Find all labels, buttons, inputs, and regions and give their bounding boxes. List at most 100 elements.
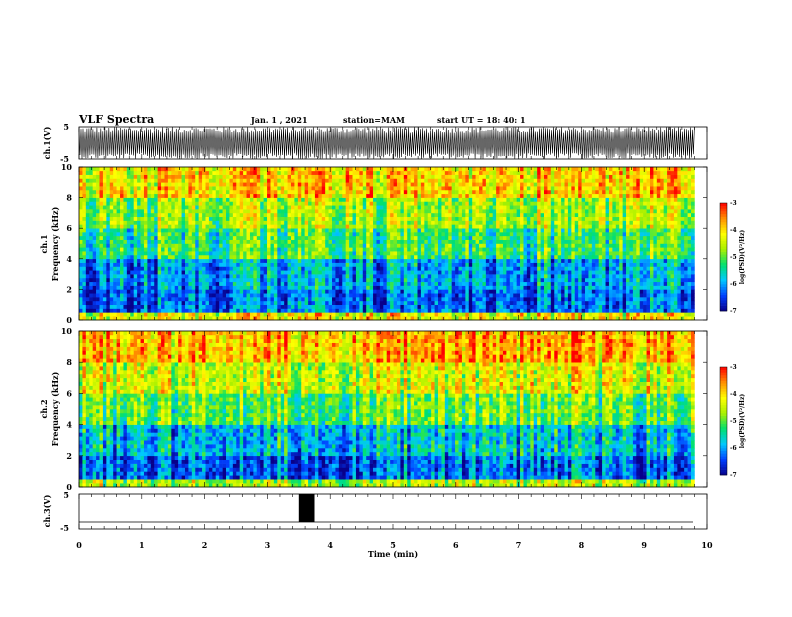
spectrogram-cell: [157, 205, 162, 210]
spectrogram-cell: [386, 232, 391, 237]
spectrogram-cell: [229, 285, 234, 290]
spectrogram-cell: [130, 167, 135, 172]
spectrogram-cell: [246, 232, 251, 237]
spectrogram-cell: [181, 258, 186, 263]
spectrogram-cell: [403, 212, 408, 218]
spectrogram-cell: [89, 262, 93, 267]
spectrogram-cell: [338, 239, 343, 244]
spectrogram-cell: [147, 293, 152, 298]
spectrogram-cell: [273, 289, 278, 294]
spectrogram-cell: [99, 182, 104, 187]
spectrogram-cell: [373, 182, 377, 187]
spectrogram-cell: [143, 308, 148, 313]
spectrogram-cell: [239, 220, 244, 225]
spectrogram-cell: [188, 300, 193, 306]
spectrogram-cell: [461, 186, 466, 191]
spectrogram-cell: [420, 258, 425, 263]
spectrogram-cell: [106, 297, 111, 302]
spectrogram-cell: [427, 270, 432, 275]
spectrogram-cell: [96, 254, 100, 260]
spectrogram-cell: [458, 170, 463, 175]
spectrogram-cell: [420, 300, 425, 306]
spectrogram-cell: [355, 239, 360, 244]
spectrogram-cell: [130, 289, 135, 294]
spectrogram-cell: [314, 243, 319, 248]
spectrogram-cell: [287, 262, 292, 267]
spectrogram-cell: [335, 270, 340, 275]
spectrogram-cell: [366, 209, 370, 214]
spectrogram-cell: [400, 228, 405, 233]
spectrogram-cell: [222, 186, 227, 191]
spectrogram-cell: [239, 277, 244, 283]
spectrogram-cell: [383, 258, 388, 263]
spectrogram-cell: [178, 239, 182, 244]
spectrogram-cell: [366, 274, 370, 279]
spectrogram-cell: [420, 243, 425, 248]
spectrogram-cell: [492, 239, 497, 244]
spectrogram-cell: [280, 274, 285, 279]
spectrogram-cell: [410, 186, 415, 191]
spectrogram-cell: [167, 174, 172, 179]
spectrogram-cell: [475, 216, 480, 221]
spectrogram-cell: [109, 182, 114, 187]
spectrogram-cell: [441, 201, 446, 206]
spectrogram-cell: [273, 300, 278, 306]
spectrogram-cell: [407, 174, 411, 179]
spectrogram-cell: [325, 182, 329, 187]
spectrogram-cell: [287, 243, 292, 248]
spectrogram-cell: [468, 193, 473, 198]
spectrogram-cell: [499, 277, 504, 283]
spectrogram-cell: [150, 293, 155, 298]
spectrogram-cell: [236, 243, 240, 248]
spectrogram-cell: [294, 209, 299, 214]
spectrogram-cell: [414, 197, 418, 202]
spectrogram-cell: [308, 212, 312, 218]
spectrogram-cell: [273, 297, 278, 302]
spectrogram-cell: [181, 247, 186, 252]
spectrogram-cell: [181, 189, 186, 195]
spectrogram-cell: [188, 304, 193, 309]
spectrogram-cell: [455, 304, 459, 309]
spectrogram-cell: [407, 289, 411, 294]
spectrogram-cell: [496, 297, 500, 302]
spectrogram-cell: [482, 254, 487, 260]
spectrogram-cell: [417, 316, 422, 321]
spectrogram-cell: [181, 254, 186, 260]
spectrogram-cell: [366, 258, 370, 263]
spectrogram-cell: [321, 293, 326, 298]
spectrogram-cell: [85, 235, 90, 240]
spectrogram-cell: [492, 186, 497, 191]
spectrogram-cell: [195, 304, 199, 309]
spectrogram-cell: [270, 212, 275, 218]
spectrogram-cell: [263, 209, 268, 214]
spectrogram-cell: [284, 205, 288, 210]
spectrogram-cell: [123, 247, 128, 252]
spectrogram-cell: [485, 251, 490, 256]
spectrogram-cell: [455, 170, 459, 175]
spectrogram-cell: [239, 316, 244, 321]
spectrogram-cell: [448, 277, 452, 283]
spectrogram-cell: [455, 258, 459, 263]
spectrogram-cell: [133, 182, 138, 187]
spectrogram-cell: [461, 224, 466, 229]
spectrogram-cell: [485, 182, 490, 187]
spectrogram-cell: [249, 178, 254, 183]
spectrogram-cell: [226, 262, 230, 267]
spectrogram-cell: [273, 243, 278, 248]
spectrogram-cell: [191, 197, 196, 202]
spectrogram-cell: [120, 277, 124, 283]
spectrogram-cell: [472, 285, 476, 290]
spectrogram-cell: [120, 293, 124, 298]
spectrogram-cell: [102, 178, 107, 183]
spectrogram-cell: [85, 254, 90, 260]
spectrogram-cell: [164, 300, 169, 306]
spectrogram-cell: [243, 209, 247, 214]
spectrogram-cell: [403, 262, 408, 267]
spectrogram-cell: [287, 251, 292, 256]
spectrogram-cell: [133, 251, 138, 256]
spectrogram-cell: [137, 251, 141, 256]
spectrogram-cell: [126, 254, 131, 260]
spectrogram-cell: [366, 228, 370, 233]
spectrogram-cell: [420, 266, 425, 271]
spectrogram-cell: [359, 205, 364, 210]
